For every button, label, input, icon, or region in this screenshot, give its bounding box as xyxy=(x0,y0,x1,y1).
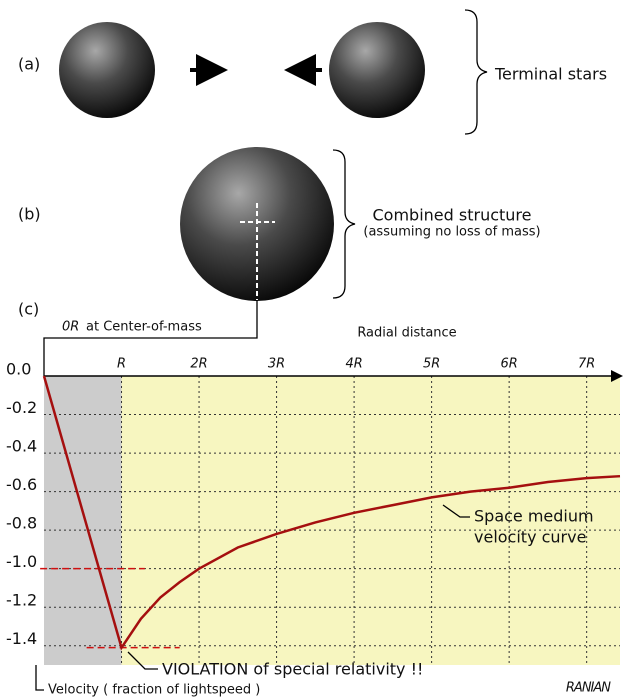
caption: Terminal stars xyxy=(494,65,607,84)
caption: (assuming no loss of mass) xyxy=(363,225,540,240)
star xyxy=(329,22,425,118)
caption: Combined structure xyxy=(373,206,532,225)
x-tick-label: 5R xyxy=(423,357,440,372)
violation-label: VIOLATION of special relativity !! xyxy=(162,660,423,679)
x-tick-label: R xyxy=(117,357,126,372)
origin-text: at Center-of-mass xyxy=(86,320,202,335)
x-tick-label: 7R xyxy=(578,357,595,372)
brace xyxy=(333,150,355,298)
origin-symbol: 0R xyxy=(62,320,79,335)
diagram: (a) Terminal stars (b) Combined structur… xyxy=(0,0,623,700)
x-tick-label: 2R xyxy=(190,357,207,372)
curve-label: velocity curve xyxy=(474,528,586,547)
y-tick-label: -1.2 xyxy=(6,591,37,610)
brace xyxy=(465,10,487,134)
panel-label: (c) xyxy=(18,300,39,319)
chart: R 2R 3R 4R 5R 6R 7R 0.0 -0.2 -0.4 -0.6 -0.8 -1.0 -1.2… xyxy=(6,326,620,698)
y-tick-label: -1.4 xyxy=(6,629,37,648)
panel-label: (b) xyxy=(18,205,41,224)
panel-a: (a) Terminal stars xyxy=(18,10,607,134)
y-axis-label: Velocity ( fraction of lightspeed ) xyxy=(48,683,260,698)
curve-label: Space medium xyxy=(474,507,594,526)
y-tick-label: 0.0 xyxy=(6,360,31,379)
connector xyxy=(44,300,257,376)
x-tick-label: 3R xyxy=(268,357,285,372)
y-tick-label: -0.6 xyxy=(6,475,37,494)
y-tick-label: -0.8 xyxy=(6,514,37,533)
logo: RANIAN xyxy=(566,681,611,696)
panel-label: (a) xyxy=(18,55,40,74)
x-tick-label: 4R xyxy=(345,357,362,372)
panel-c: (c) 0R at Center-of-mass xyxy=(18,300,257,377)
y-tick-label: -1.0 xyxy=(6,552,37,571)
leader xyxy=(36,665,44,690)
y-tick-label: -0.4 xyxy=(6,437,37,456)
x-tick-label: 6R xyxy=(500,357,517,372)
star xyxy=(59,22,155,118)
y-tick-label: -0.2 xyxy=(6,398,37,417)
x-axis-label: Radial distance xyxy=(357,326,456,341)
panel-b: (b) Combined structure (assuming no loss… xyxy=(18,147,541,301)
